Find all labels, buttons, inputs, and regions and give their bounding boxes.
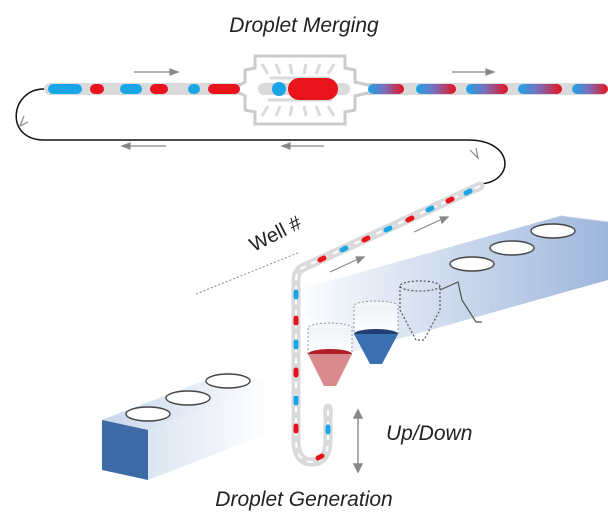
merged-droplet — [572, 84, 608, 94]
red-droplet — [150, 84, 168, 94]
droplet-generation-title: Droplet Generation — [215, 488, 393, 511]
well — [449, 256, 495, 272]
merged-droplet — [518, 84, 562, 94]
sample-funnels — [307, 280, 482, 386]
blue-sample-funnel-icon — [353, 300, 399, 364]
well — [165, 390, 211, 406]
merged-droplet — [466, 84, 508, 94]
red-droplet — [208, 84, 240, 94]
red-droplet — [90, 84, 104, 94]
well — [205, 373, 251, 389]
up-down-arrow-icon — [352, 408, 364, 474]
blue-droplet — [272, 82, 286, 96]
red-sample-funnel-icon — [307, 322, 353, 386]
loop-tubing — [15, 88, 506, 185]
merged-droplet — [368, 84, 404, 94]
well — [530, 223, 576, 239]
red-droplet — [288, 78, 338, 100]
merging-channel — [44, 54, 608, 150]
droplet-stream — [293, 188, 473, 461]
droplet-merging-title: Droplet Merging — [229, 14, 379, 37]
blue-droplet — [48, 84, 82, 94]
merged-droplet — [416, 84, 456, 94]
empty-vial-icon — [399, 280, 482, 341]
well — [489, 240, 535, 256]
blue-droplet — [120, 84, 142, 94]
well — [125, 406, 171, 422]
blue-droplet — [188, 84, 200, 94]
generation-tubing — [195, 181, 485, 474]
left-well-block — [102, 372, 272, 480]
up-down-label: Up/Down — [386, 422, 473, 445]
